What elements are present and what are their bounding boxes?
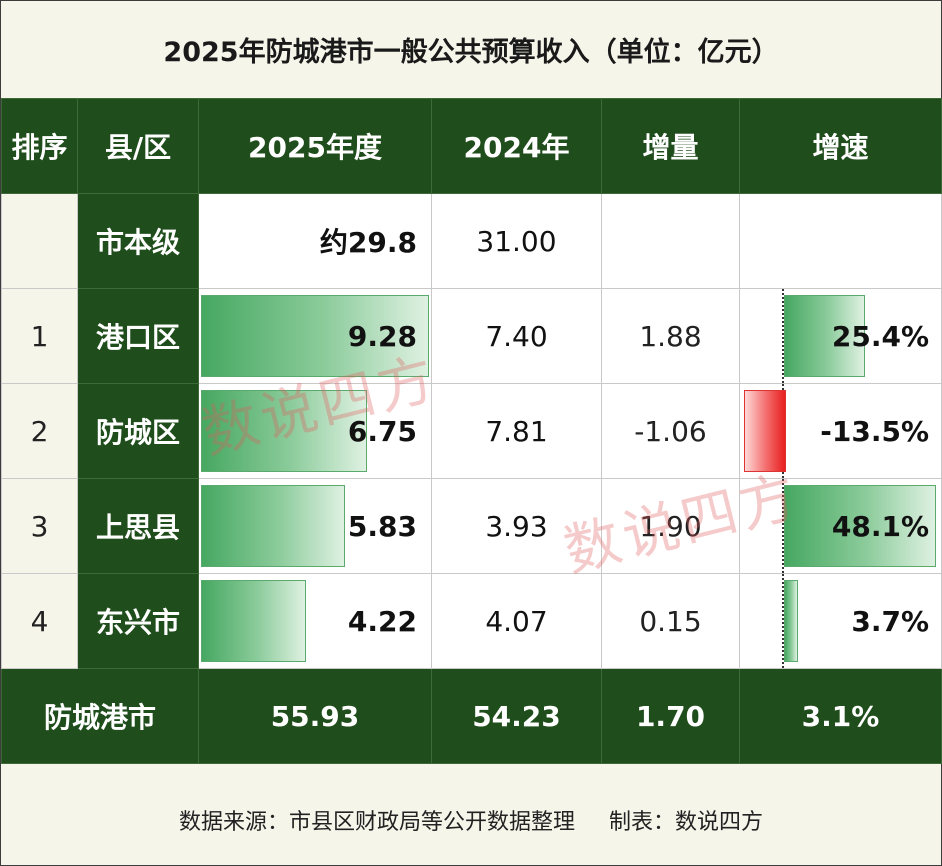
district-cell: 港口区 bbox=[77, 288, 199, 384]
rank-cell: 1 bbox=[1, 288, 78, 384]
footer-source: 数据来源：市县区财政局等公开数据整理 bbox=[178, 809, 575, 835]
growth-axis-line bbox=[782, 479, 784, 573]
header-delta: 增量 bbox=[601, 98, 740, 194]
table-row: 2 防城区 6.75 7.81 -1.06 -13.5% bbox=[1, 383, 942, 479]
table-row: 4 东兴市 4.22 4.07 0.15 3.7% bbox=[1, 573, 942, 669]
footer-maker: 制表：数说四方 bbox=[609, 809, 764, 835]
growth-bar bbox=[784, 580, 798, 662]
value-2025-bar bbox=[201, 580, 306, 662]
value-2024-cell: 3.93 bbox=[431, 478, 602, 574]
district-cell: 防城区 bbox=[77, 383, 199, 479]
total-delta: 1.70 bbox=[601, 668, 740, 764]
header-2025: 2025年度 bbox=[198, 98, 432, 194]
rank-cell: 2 bbox=[1, 383, 78, 479]
delta-cell: 0.15 bbox=[601, 573, 740, 669]
value-2025-cell: 5.83 bbox=[198, 478, 432, 574]
district-cell: 市本级 bbox=[77, 193, 199, 289]
table-row: 市本级 约29.8 31.00 bbox=[1, 193, 942, 289]
header-growth: 增速 bbox=[739, 98, 942, 194]
value-2024-cell: 31.00 bbox=[431, 193, 602, 289]
growth-bar bbox=[784, 295, 865, 377]
total-name: 防城港市 bbox=[1, 668, 199, 764]
value-2025: 5.83 bbox=[347, 509, 417, 543]
value-2025-bar bbox=[201, 390, 367, 472]
header-rank: 排序 bbox=[1, 98, 78, 194]
total-2024: 54.23 bbox=[431, 668, 602, 764]
value-2025: 约29.8 bbox=[319, 226, 417, 259]
value-2025-cell: 6.75 bbox=[198, 383, 432, 479]
total-row: 防城港市 55.93 54.23 1.70 3.1% bbox=[1, 668, 942, 764]
growth-value: 48.1% bbox=[831, 509, 929, 543]
delta-cell: 1.90 bbox=[601, 478, 740, 574]
value-2024: 3.93 bbox=[485, 509, 548, 543]
district-cell: 上思县 bbox=[77, 478, 199, 574]
growth-value: -13.5% bbox=[820, 414, 929, 448]
growth-cell bbox=[739, 193, 942, 289]
footer: 数据来源：市县区财政局等公开数据整理 制表：数说四方 bbox=[1, 774, 941, 865]
value-2024-cell: 4.07 bbox=[431, 573, 602, 669]
value-2025-bar bbox=[201, 295, 429, 377]
table-row: 3 上思县 5.83 3.93 1.90 48.1% bbox=[1, 478, 942, 574]
value-2025-cell: 4.22 bbox=[198, 573, 432, 669]
total-growth: 3.1% bbox=[739, 668, 942, 764]
table-title: 2025年防城港市一般公共预算收入（单位：亿元） bbox=[1, 1, 941, 100]
header-2024: 2024年 bbox=[431, 98, 602, 194]
growth-bar bbox=[784, 485, 936, 567]
value-2025-cell: 9.28 bbox=[198, 288, 432, 384]
growth-value: 3.7% bbox=[851, 604, 929, 638]
rank-cell: 4 bbox=[1, 573, 78, 669]
growth-cell: 48.1% bbox=[739, 478, 942, 574]
header-district: 县/区 bbox=[77, 98, 199, 194]
value-2024-cell: 7.81 bbox=[431, 383, 602, 479]
total-2025: 55.93 bbox=[198, 668, 432, 764]
table-row: 1 港口区 9.28 7.40 1.88 25.4% bbox=[1, 288, 942, 384]
growth-axis-line bbox=[782, 289, 784, 383]
rank-cell bbox=[1, 193, 78, 289]
value-2025: 4.22 bbox=[347, 604, 417, 638]
growth-cell: -13.5% bbox=[739, 383, 942, 479]
growth-bar-negative bbox=[744, 390, 786, 472]
growth-cell: 25.4% bbox=[739, 288, 942, 384]
delta-cell: 1.88 bbox=[601, 288, 740, 384]
growth-value: 25.4% bbox=[831, 319, 929, 353]
growth-axis-line bbox=[782, 574, 784, 668]
value-2024: 7.40 bbox=[485, 319, 548, 353]
value-2025-cell: 约29.8 bbox=[198, 193, 432, 289]
delta-cell bbox=[601, 193, 740, 289]
header-row: 排序 县/区 2025年度 2024年 增量 增速 bbox=[1, 98, 942, 194]
value-2024: 7.81 bbox=[485, 414, 548, 448]
value-2024: 4.07 bbox=[485, 604, 548, 638]
value-2025-bar bbox=[201, 485, 345, 567]
delta-cell: -1.06 bbox=[601, 383, 740, 479]
value-2025: 9.28 bbox=[347, 319, 417, 353]
rank-cell: 3 bbox=[1, 478, 78, 574]
value-2024: 31.00 bbox=[476, 224, 557, 258]
budget-table: 排序 县/区 2025年度 2024年 增量 增速 市本级 约29.8 31.0… bbox=[1, 98, 942, 764]
growth-cell: 3.7% bbox=[739, 573, 942, 669]
value-2024-cell: 7.40 bbox=[431, 288, 602, 384]
value-2025: 6.75 bbox=[347, 414, 417, 448]
district-cell: 东兴市 bbox=[77, 573, 199, 669]
